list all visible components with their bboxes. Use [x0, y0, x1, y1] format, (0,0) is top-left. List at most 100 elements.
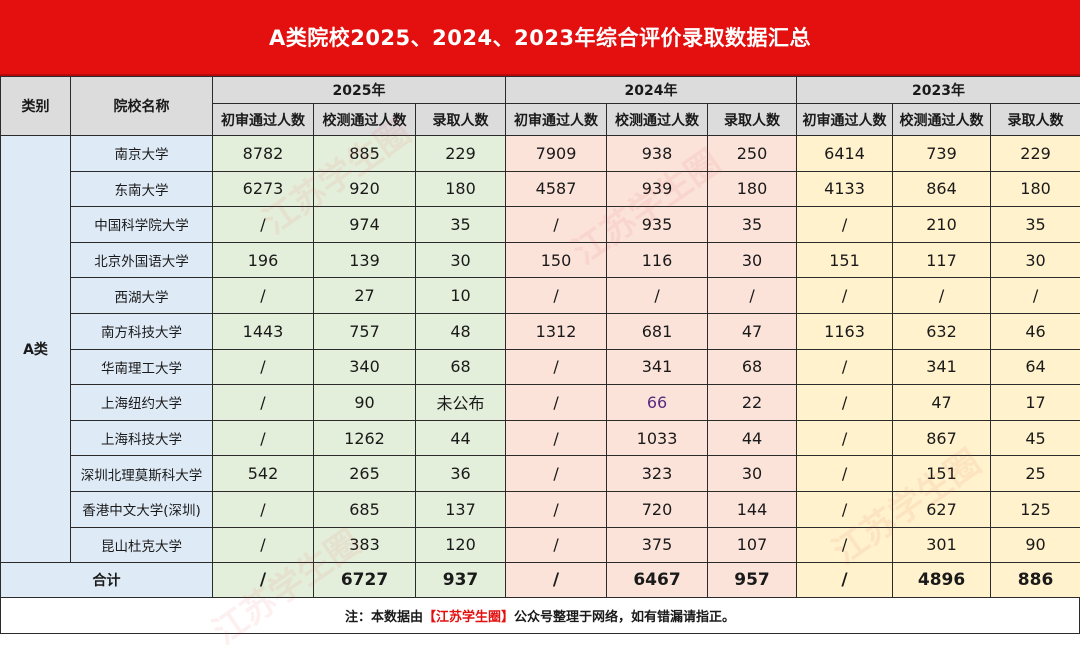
cell-2024-preliminary: / — [506, 491, 607, 527]
header-2024-school-test: 校测通过人数 — [607, 104, 708, 136]
cell-2024-school-test: 1033 — [607, 420, 708, 456]
cell-2023-preliminary: / — [797, 349, 893, 385]
category-cell: A类 — [1, 136, 71, 563]
table-row: 香港中文大学(深圳) / 685 137 / 720 144 / 627 125 — [1, 491, 1080, 527]
cell-2023-school-test: 210 — [893, 207, 991, 243]
school-name: 西湖大学 — [71, 278, 213, 314]
total-row: 合计 / 6727 937 / 6467 957 / 4896 886 — [1, 563, 1080, 598]
table-row: 华南理工大学 / 340 68 / 341 68 / 341 64 — [1, 349, 1080, 385]
cell-2024-preliminary: / — [506, 420, 607, 456]
cell-2023-preliminary: / — [797, 527, 893, 563]
cell-2023-admitted: 90 — [991, 527, 1080, 563]
cell-2023-preliminary: / — [797, 278, 893, 314]
table-row: 西湖大学 / 27 10 / / / / / / — [1, 278, 1080, 314]
table-row: 昆山杜克大学 / 383 120 / 375 107 / 301 90 — [1, 527, 1080, 563]
cell-2023-preliminary: / — [797, 385, 893, 421]
cell-2025-admitted: 137 — [416, 491, 506, 527]
cell-2023-admitted: 46 — [991, 313, 1080, 349]
cell-2024-preliminary: 4587 — [506, 171, 607, 207]
cell-2024-admitted: 30 — [708, 456, 797, 492]
header-2023-admitted: 录取人数 — [991, 104, 1080, 136]
cell-2023-school-test: / — [893, 278, 991, 314]
cell-2025-admitted: 229 — [416, 136, 506, 172]
cell-2025-admitted: 10 — [416, 278, 506, 314]
header-year-2023: 2023年 — [797, 77, 1080, 104]
cell-2024-school-test: / — [607, 278, 708, 314]
cell-2024-school-test: 681 — [607, 313, 708, 349]
cell-2025-admitted: 36 — [416, 456, 506, 492]
total-2024-admitted: 957 — [708, 563, 797, 598]
cell-2025-preliminary: 1443 — [213, 313, 314, 349]
cell-2024-admitted: 22 — [708, 385, 797, 421]
cell-2024-school-test: 116 — [607, 242, 708, 278]
footer-prefix: 注：本数据由 — [345, 606, 423, 625]
cell-2023-admitted: 30 — [991, 242, 1080, 278]
cell-2024-preliminary: / — [506, 349, 607, 385]
cell-2025-preliminary: / — [213, 385, 314, 421]
cell-2025-school-test: 974 — [314, 207, 416, 243]
school-name: 上海科技大学 — [71, 420, 213, 456]
total-2024-preliminary: / — [506, 563, 607, 598]
cell-2023-admitted: 17 — [991, 385, 1080, 421]
cell-2025-school-test: 920 — [314, 171, 416, 207]
cell-2024-preliminary: / — [506, 385, 607, 421]
school-name: 上海纽约大学 — [71, 385, 213, 421]
header-2025-preliminary: 初审通过人数 — [213, 104, 314, 136]
cell-2024-admitted: 30 — [708, 242, 797, 278]
cell-2025-preliminary: 6273 — [213, 171, 314, 207]
cell-2023-school-test: 739 — [893, 136, 991, 172]
cell-2024-admitted: 107 — [708, 527, 797, 563]
cell-2025-preliminary: / — [213, 278, 314, 314]
cell-2025-school-test: 383 — [314, 527, 416, 563]
cell-2024-preliminary: / — [506, 527, 607, 563]
cell-2023-admitted: 35 — [991, 207, 1080, 243]
total-label: 合计 — [1, 563, 213, 598]
total-2025-admitted: 937 — [416, 563, 506, 598]
cell-2024-admitted: 68 — [708, 349, 797, 385]
table-row: 中国科学院大学 / 974 35 / 935 35 / 210 35 — [1, 207, 1080, 243]
school-name: 南方科技大学 — [71, 313, 213, 349]
cell-2023-admitted: 125 — [991, 491, 1080, 527]
school-name: 北京外国语大学 — [71, 242, 213, 278]
cell-2025-admitted: 180 — [416, 171, 506, 207]
footer-note: 注：本数据由 【江苏学生圈】 公众号整理于网络，如有错漏请指正。 — [0, 598, 1080, 634]
total-2025-school-test: 6727 — [314, 563, 416, 598]
cell-2025-school-test: 265 — [314, 456, 416, 492]
cell-2024-preliminary: 7909 — [506, 136, 607, 172]
cell-2023-admitted: 64 — [991, 349, 1080, 385]
cell-2024-admitted: 35 — [708, 207, 797, 243]
header-year-2024: 2024年 — [506, 77, 797, 104]
cell-2025-preliminary: 196 — [213, 242, 314, 278]
header-2023-school-test: 校测通过人数 — [893, 104, 991, 136]
total-2023-admitted: 886 — [991, 563, 1080, 598]
cell-2023-school-test: 151 — [893, 456, 991, 492]
header-2025-admitted: 录取人数 — [416, 104, 506, 136]
cell-2024-school-test: 375 — [607, 527, 708, 563]
cell-2023-school-test: 301 — [893, 527, 991, 563]
cell-2024-school-test: 720 — [607, 491, 708, 527]
cell-2024-school-test: 935 — [607, 207, 708, 243]
cell-2025-admitted: 未公布 — [416, 385, 506, 421]
cell-2024-school-test: 66 — [607, 385, 708, 421]
school-name: 香港中文大学(深圳) — [71, 491, 213, 527]
table-row: 北京外国语大学 196 139 30 150 116 30 151 117 30 — [1, 242, 1080, 278]
cell-2024-school-test: 938 — [607, 136, 708, 172]
school-name: 南京大学 — [71, 136, 213, 172]
cell-2023-preliminary: / — [797, 207, 893, 243]
header-2024-admitted: 录取人数 — [708, 104, 797, 136]
cell-2023-school-test: 627 — [893, 491, 991, 527]
cell-2025-admitted: 120 — [416, 527, 506, 563]
cell-2025-admitted: 35 — [416, 207, 506, 243]
cell-2023-admitted: 180 — [991, 171, 1080, 207]
cell-2025-preliminary: / — [213, 527, 314, 563]
cell-2025-school-test: 757 — [314, 313, 416, 349]
header-2024-preliminary: 初审通过人数 — [506, 104, 607, 136]
cell-2025-school-test: 685 — [314, 491, 416, 527]
table-body: A类 南京大学 8782 885 229 7909 938 250 6414 7… — [1, 136, 1080, 598]
cell-2024-school-test: 341 — [607, 349, 708, 385]
table-row: A类 南京大学 8782 885 229 7909 938 250 6414 7… — [1, 136, 1080, 172]
cell-2023-preliminary: 4133 — [797, 171, 893, 207]
cell-2025-school-test: 27 — [314, 278, 416, 314]
cell-2023-school-test: 864 — [893, 171, 991, 207]
footer-brand: 【江苏学生圈】 — [423, 606, 514, 625]
